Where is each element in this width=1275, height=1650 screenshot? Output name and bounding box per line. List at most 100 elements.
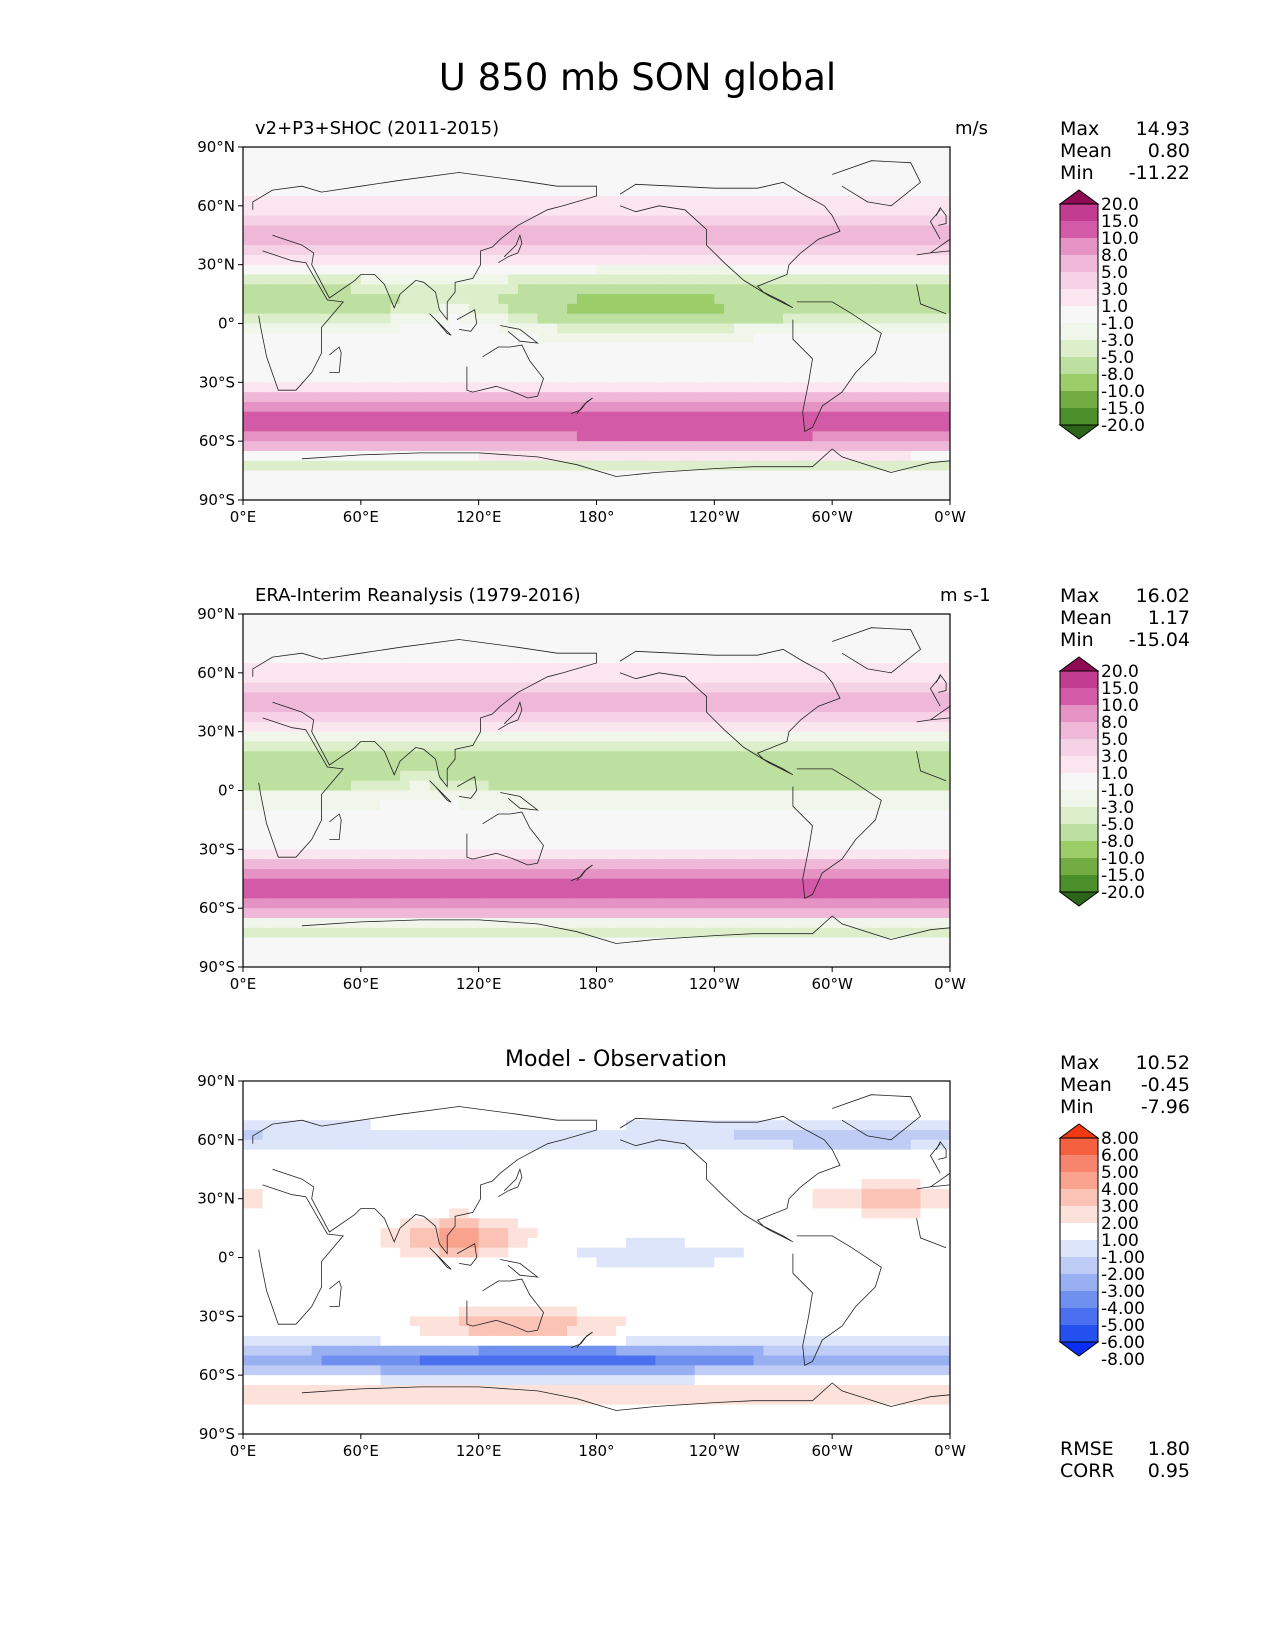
- contour-cell: [429, 819, 440, 831]
- contour-cell: [262, 819, 273, 831]
- contour-cell: [900, 401, 912, 413]
- contour-cell: [311, 878, 323, 890]
- contour-cell: [920, 254, 931, 266]
- contour-cell: [449, 653, 460, 664]
- contour-cell: [812, 898, 823, 909]
- contour-cell: [920, 800, 931, 811]
- contour-cell: [557, 653, 568, 664]
- contour-cell: [478, 643, 489, 654]
- contour-cell: [861, 633, 872, 644]
- contour-cell: [930, 215, 941, 226]
- contour-cell: [586, 441, 597, 452]
- contour-cell: [900, 431, 912, 442]
- contour-cell: [684, 274, 696, 285]
- contour-cell: [704, 205, 715, 217]
- contour-cell: [311, 702, 323, 713]
- contour-cell: [508, 235, 519, 246]
- contour-cell: [478, 849, 489, 860]
- contour-cell: [390, 235, 401, 246]
- contour-cell: [557, 264, 568, 275]
- contour-cell: [459, 343, 470, 354]
- contour-cell: [832, 682, 843, 693]
- contour-cell: [390, 254, 401, 266]
- contour-cell: [910, 294, 922, 305]
- contour-cell: [910, 343, 922, 354]
- contour-cell: [468, 633, 480, 644]
- contour-cell: [753, 868, 764, 880]
- contour-cell: [684, 303, 696, 315]
- contour-cell: [743, 196, 755, 207]
- contour-cell: [488, 186, 499, 197]
- contour-cell: [439, 898, 450, 909]
- contour-cell: [665, 682, 676, 693]
- contour-cell: [468, 614, 480, 625]
- contour-cell: [557, 450, 568, 462]
- contour-cell: [449, 480, 460, 491]
- contour-cell: [773, 215, 784, 226]
- contour-cell: [832, 225, 843, 236]
- contour-cell: [881, 284, 892, 295]
- contour-cell: [498, 780, 509, 791]
- contour-cell: [802, 333, 814, 344]
- contour-cell: [557, 800, 568, 811]
- contour-cell: [468, 362, 480, 374]
- contour-cell: [508, 176, 519, 187]
- contour-cell: [851, 225, 863, 236]
- contour-cell: [694, 908, 706, 919]
- contour-cell: [567, 819, 578, 831]
- contour-cell: [930, 859, 941, 870]
- contour-cell: [478, 908, 489, 919]
- contour-cell: [704, 819, 715, 831]
- contour-cell: [910, 868, 922, 880]
- contour-cell: [900, 156, 912, 168]
- contour-cell: [468, 215, 480, 226]
- contour-cell: [606, 800, 617, 811]
- contour-cell: [655, 849, 666, 860]
- contour-cell: [262, 908, 273, 919]
- contour-cell: [459, 431, 470, 442]
- contour-cell: [724, 878, 735, 890]
- contour-cell: [351, 800, 362, 811]
- contour-cell: [331, 205, 342, 217]
- contour-cell: [733, 898, 745, 909]
- contour-cell: [547, 917, 558, 929]
- contour-cell: [645, 313, 656, 324]
- contour-cell: [498, 819, 509, 831]
- contour-cell: [900, 470, 912, 481]
- contour-cell: [341, 839, 352, 850]
- contour-cell: [360, 878, 372, 890]
- contour-cell: [733, 780, 745, 791]
- contour-cell: [419, 294, 431, 305]
- contour-cell: [930, 362, 941, 374]
- contour-cell: [645, 196, 656, 207]
- contour-cell: [812, 176, 823, 187]
- contour-cell: [753, 643, 764, 654]
- contour-cell: [311, 460, 323, 472]
- contour-cell: [773, 702, 784, 713]
- contour-cell: [920, 470, 931, 481]
- contour-cell: [557, 888, 568, 899]
- contour-cell: [409, 186, 421, 197]
- contour-cell: [400, 839, 411, 850]
- contour-cell: [321, 225, 332, 236]
- contour-cell: [606, 343, 617, 354]
- contour-cell: [635, 392, 647, 403]
- contour-cell: [851, 623, 863, 635]
- contour-cell: [262, 284, 273, 295]
- contour-cell: [272, 186, 283, 197]
- contour-cell: [783, 431, 794, 442]
- contour-cell: [891, 215, 902, 226]
- contour-cell: [331, 490, 342, 500]
- contour-cell: [517, 672, 529, 684]
- contour-cell: [694, 653, 706, 664]
- contour-cell: [930, 819, 941, 831]
- contour-cell: [351, 761, 362, 772]
- contour-cell: [714, 859, 725, 870]
- contour-cell: [252, 751, 264, 762]
- contour-cell: [557, 421, 568, 432]
- contour-cell: [841, 215, 853, 226]
- contour-cell: [645, 829, 656, 841]
- contour-cell: [243, 633, 254, 644]
- contour-cell: [645, 868, 656, 880]
- contour-cell: [645, 623, 656, 635]
